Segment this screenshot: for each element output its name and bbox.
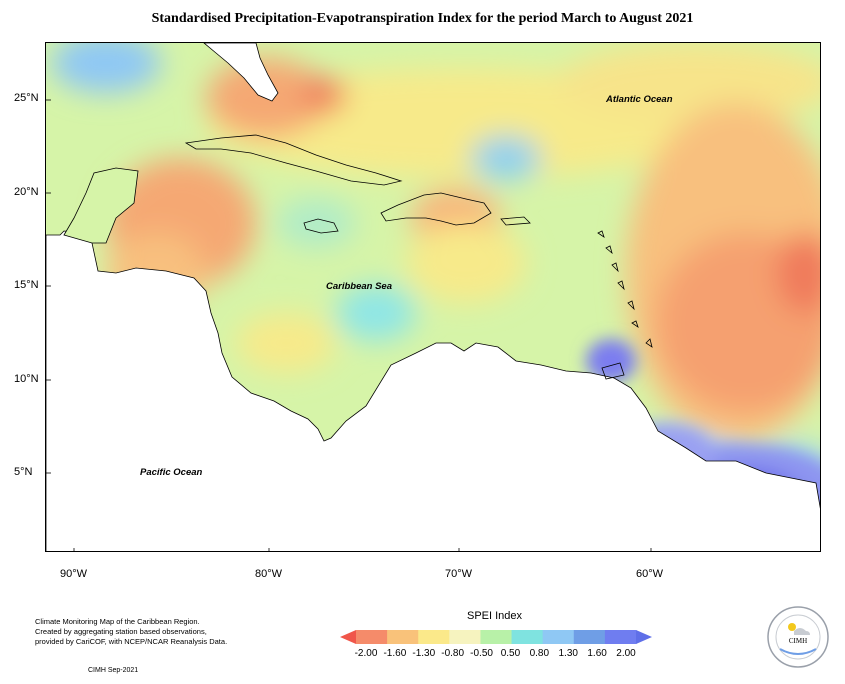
legend-swatch	[542, 630, 575, 644]
legend-tick-label: 1.60	[587, 648, 607, 659]
legend-tick-label: 2.00	[616, 648, 636, 659]
legend-swatch-min	[340, 630, 356, 644]
legend-tick-label: 0.80	[529, 648, 550, 659]
land-cuba	[184, 134, 403, 186]
lon-label-80w: 80°W	[255, 568, 283, 580]
legend-ticks: -2.00 -1.60 -1.30 -0.80 -0.50 0.50 0.80 1.30 1.6…	[0, 648, 845, 662]
legend-tick-label: -0.50	[470, 648, 493, 659]
land-yucatan	[63, 167, 139, 244]
legend-swatch-max	[636, 630, 652, 644]
land-lesser-antilles	[597, 230, 653, 348]
legend-colorbar	[340, 630, 652, 644]
cimh-logo-text: CIMH	[789, 637, 807, 645]
lon-label-90w: 90°W	[60, 568, 88, 580]
land-florida	[203, 43, 279, 102]
footer-credit: CIMH Sep-2021	[88, 667, 139, 674]
land-hispaniola	[380, 192, 492, 226]
legend-tick-label: -0.80	[441, 648, 465, 659]
footer-line-2: Created by aggregating station based obs…	[35, 627, 207, 636]
legend-swatch	[418, 630, 450, 644]
legend-swatch	[480, 630, 513, 644]
atlantic-ocean-label: Atlantic Ocean	[606, 94, 673, 105]
spei-map-canvas	[46, 43, 820, 551]
cimh-logo: CIMH	[767, 606, 829, 668]
map-graticule-ticks	[46, 99, 652, 551]
legend-swatch	[449, 630, 481, 644]
spei-map	[45, 42, 821, 552]
land-trinidad	[601, 362, 625, 380]
land-layer	[46, 43, 820, 551]
legend-tick-label: -1.60	[383, 648, 407, 659]
lat-label-5n: 5°N	[14, 466, 33, 478]
lat-label-15n: 15°N	[14, 279, 39, 291]
legend-swatch	[573, 630, 606, 644]
legend-swatch	[356, 630, 388, 644]
lat-label-20n: 20°N	[14, 186, 39, 198]
pacific-ocean-label: Pacific Ocean	[140, 467, 203, 478]
footer-line-1: Climate Monitoring Map of the Caribbean …	[35, 617, 200, 626]
map-title: Standardised Precipitation-Evapotranspir…	[151, 11, 694, 26]
land-puerto-rico	[500, 216, 531, 226]
legend-tick-label: -1.30	[412, 648, 436, 659]
lon-label-70w: 70°W	[445, 568, 473, 580]
lat-label-10n: 10°N	[14, 373, 39, 385]
legend-tick-label: 0.50	[500, 648, 521, 659]
legend-tick-label: -2.00	[354, 648, 378, 659]
legend-swatch	[387, 630, 419, 644]
legend-swatch	[604, 630, 637, 644]
land-central-america	[46, 230, 820, 551]
legend-tick-label: 1.30	[558, 648, 578, 659]
footer-description: Climate Monitoring Map of the Caribbean …	[35, 617, 265, 647]
caribbean-sea-label: Caribbean Sea	[326, 281, 392, 292]
footer-line-3: provided by CariCOF, with NCEP/NCAR Rean…	[35, 637, 228, 646]
lat-label-25n: 25°N	[14, 92, 39, 104]
lon-label-60w: 60°W	[636, 568, 664, 580]
land-jamaica	[303, 218, 339, 234]
legend-swatch	[511, 630, 544, 644]
legend-title: SPEI Index	[467, 610, 523, 622]
